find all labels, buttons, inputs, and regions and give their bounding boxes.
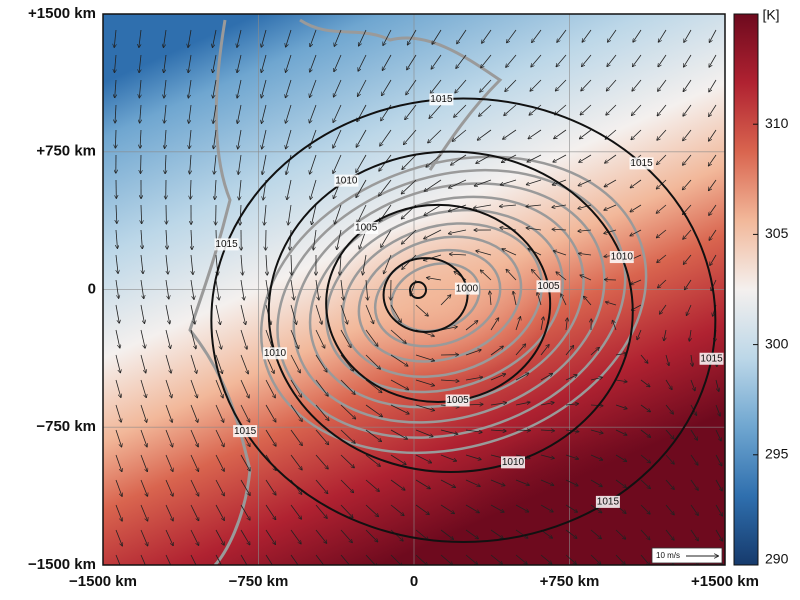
x-tick-label: +1500 km	[691, 573, 759, 590]
colorbar-tick-label: 290	[765, 551, 789, 567]
isobar-label: 1010	[502, 457, 525, 468]
y-tick-label: +1500 km	[28, 5, 96, 22]
colorbar-tick-label: 310	[765, 115, 789, 131]
wind-vector	[516, 430, 530, 431]
y-tick-label: 0	[88, 280, 96, 297]
isobar-label: 1010	[264, 348, 287, 359]
isobar-label: 1015	[700, 353, 723, 364]
colorbar-tick-label: 305	[765, 225, 789, 241]
x-tick-label: −750 km	[229, 573, 289, 590]
x-tick-label: 0	[410, 573, 418, 590]
colorbar	[734, 14, 758, 565]
wind-scale-label: 10 m/s	[656, 551, 680, 560]
isobar-label: 1015	[234, 426, 257, 437]
colorbar-label: [K]	[762, 7, 779, 23]
isobar-label: 1015	[597, 497, 620, 508]
isobar-label: 1015	[215, 239, 238, 250]
colorbar-tick-label: 300	[765, 335, 789, 351]
y-tick-label: +750 km	[36, 143, 96, 160]
isobar-label: 1015	[630, 158, 653, 169]
isobar-label: 1005	[537, 281, 560, 292]
isobar-label: 1005	[446, 395, 469, 406]
isobar-label: 1005	[355, 223, 378, 234]
isobar-label: 1015	[430, 94, 453, 105]
isobar-label: 1010	[611, 252, 634, 263]
x-tick-label: +750 km	[540, 573, 600, 590]
y-tick-label: −750 km	[36, 418, 96, 435]
isobar-label: 1000	[456, 283, 479, 294]
colorbar-tick-label: 295	[765, 446, 789, 462]
x-tick-label: −1500 km	[69, 573, 137, 590]
y-tick-label: −1500 km	[28, 556, 96, 573]
isobar-label: 1010	[335, 175, 358, 186]
